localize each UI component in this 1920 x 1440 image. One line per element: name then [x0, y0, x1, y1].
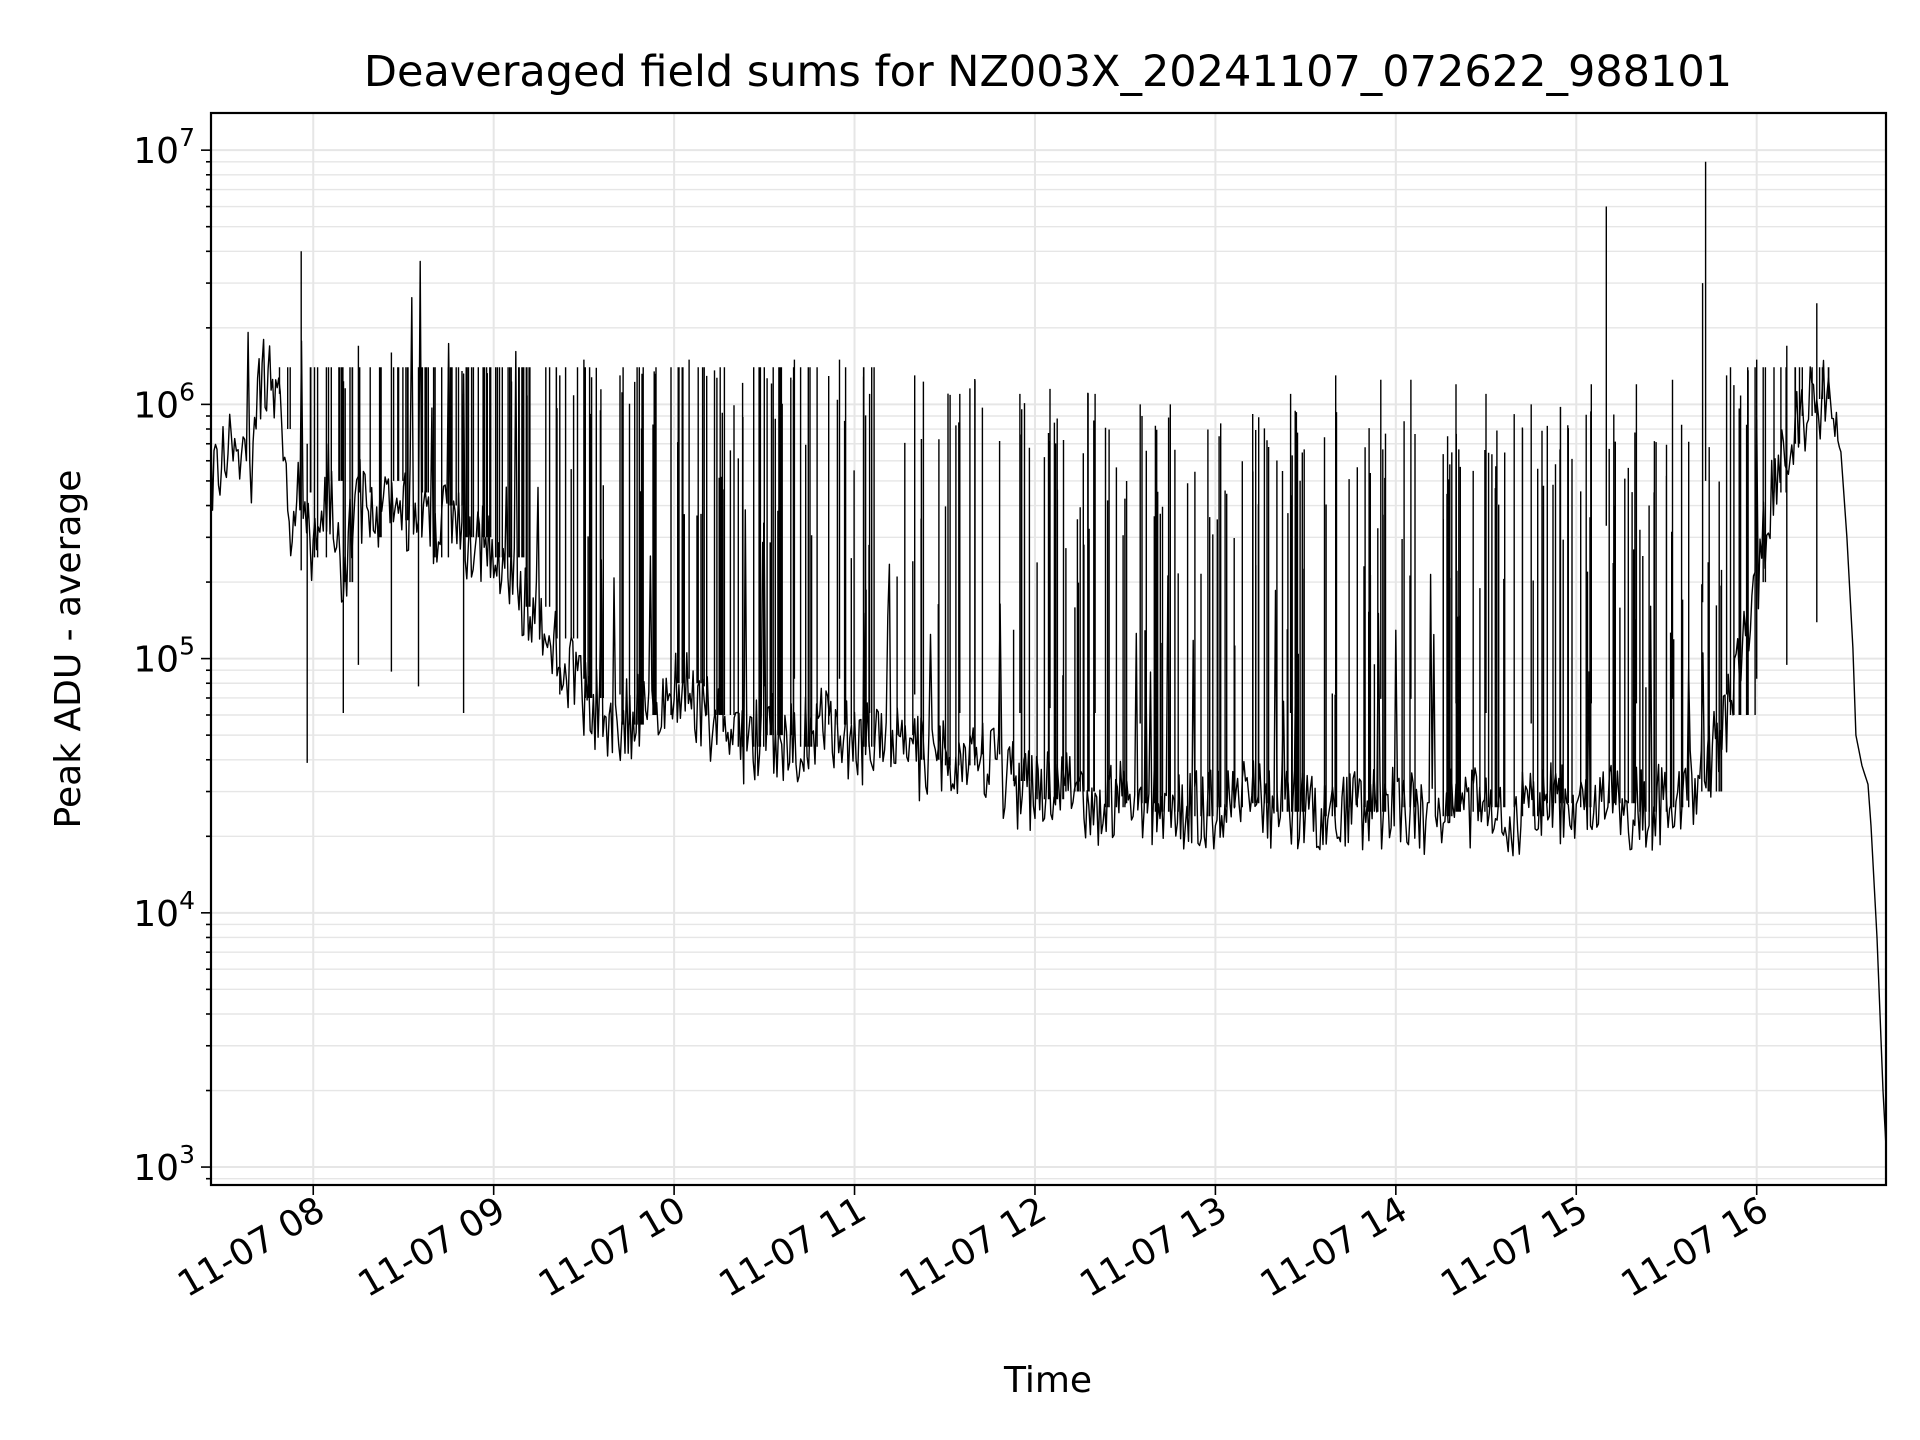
- x-tick-label: 11-07 12: [893, 1189, 1054, 1305]
- series-spikes: [278, 161, 1830, 817]
- x-tick-label: 11-07 15: [1434, 1189, 1595, 1305]
- y-tick-label: 106: [133, 377, 195, 426]
- y-tick-label: 104: [133, 886, 195, 935]
- x-tick-label: 11-07 09: [352, 1189, 513, 1305]
- x-tick-label: 11-07 16: [1615, 1189, 1776, 1305]
- y-axis-label: Peak ADU - average: [48, 470, 89, 829]
- y-tick-label: 105: [133, 632, 195, 681]
- chart-title: Deaveraged field sums for NZ003X_2024110…: [364, 47, 1732, 97]
- x-tick-label: 11-07 08: [171, 1189, 332, 1305]
- x-tick-label: 11-07 14: [1254, 1189, 1415, 1305]
- x-axis-label: Time: [1003, 1360, 1092, 1401]
- plot-frame: [209, 111, 1888, 1187]
- y-tick-label: 103: [133, 1140, 195, 1189]
- plot-area: [210, 161, 1887, 1147]
- x-tick-label: 11-07 11: [712, 1189, 873, 1305]
- x-tick-label: 11-07 10: [532, 1189, 693, 1305]
- x-tick-label: 11-07 13: [1073, 1189, 1234, 1305]
- y-tick-label: 107: [133, 123, 195, 172]
- series-line: [210, 260, 1887, 1147]
